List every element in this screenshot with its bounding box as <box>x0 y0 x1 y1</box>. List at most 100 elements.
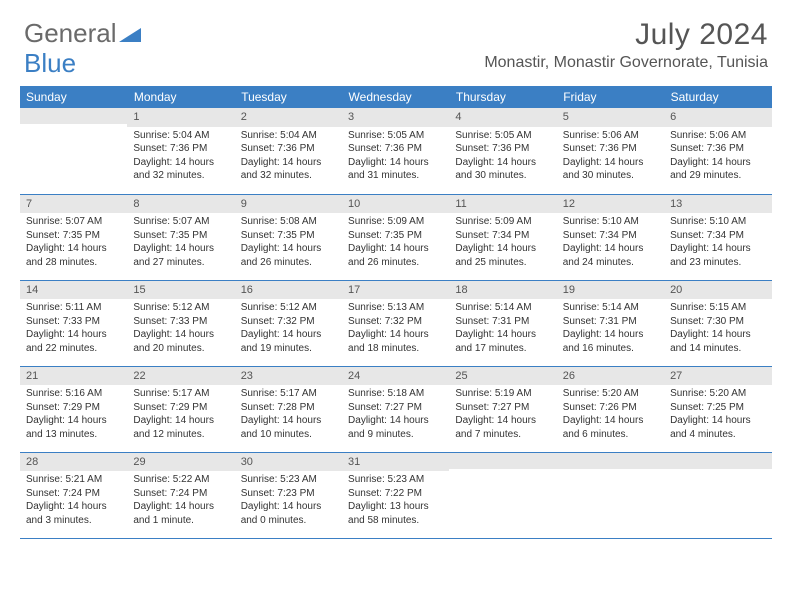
sunrise-text: Sunrise: 5:14 AM <box>563 301 658 315</box>
day-number: 4 <box>449 108 556 127</box>
sunrise-text: Sunrise: 5:19 AM <box>455 387 550 401</box>
day-number: 12 <box>557 195 664 214</box>
day-details: Sunrise: 5:06 AMSunset: 7:36 PMDaylight:… <box>664 127 771 187</box>
daylight-text: Daylight: 14 hours and 31 minutes. <box>348 156 443 183</box>
day-details: Sunrise: 5:04 AMSunset: 7:36 PMDaylight:… <box>235 127 342 187</box>
sunset-text: Sunset: 7:33 PM <box>26 315 121 329</box>
calendar-day-cell: 17Sunrise: 5:13 AMSunset: 7:32 PMDayligh… <box>342 280 449 366</box>
sunset-text: Sunset: 7:36 PM <box>563 142 658 156</box>
day-details <box>20 124 127 130</box>
daylight-text: Daylight: 14 hours and 25 minutes. <box>455 242 550 269</box>
calendar-day-cell: 2Sunrise: 5:04 AMSunset: 7:36 PMDaylight… <box>235 108 342 194</box>
day-number: 15 <box>127 281 234 300</box>
daylight-text: Daylight: 14 hours and 4 minutes. <box>670 414 765 441</box>
day-number: 31 <box>342 453 449 472</box>
sunrise-text: Sunrise: 5:20 AM <box>670 387 765 401</box>
daylight-text: Daylight: 14 hours and 22 minutes. <box>26 328 121 355</box>
sunset-text: Sunset: 7:30 PM <box>670 315 765 329</box>
calendar-day-cell: 4Sunrise: 5:05 AMSunset: 7:36 PMDaylight… <box>449 108 556 194</box>
day-number: 13 <box>664 195 771 214</box>
day-number: 26 <box>557 367 664 386</box>
weekday-header: Monday <box>127 86 234 108</box>
daylight-text: Daylight: 14 hours and 1 minute. <box>133 500 228 527</box>
daylight-text: Daylight: 14 hours and 26 minutes. <box>348 242 443 269</box>
daylight-text: Daylight: 14 hours and 6 minutes. <box>563 414 658 441</box>
calendar-empty-cell <box>20 108 127 194</box>
calendar-day-cell: 12Sunrise: 5:10 AMSunset: 7:34 PMDayligh… <box>557 194 664 280</box>
sunset-text: Sunset: 7:36 PM <box>455 142 550 156</box>
calendar-day-cell: 25Sunrise: 5:19 AMSunset: 7:27 PMDayligh… <box>449 366 556 452</box>
day-number: 22 <box>127 367 234 386</box>
day-details: Sunrise: 5:22 AMSunset: 7:24 PMDaylight:… <box>127 471 234 531</box>
title-block: July 2024 Monastir, Monastir Governorate… <box>484 18 768 72</box>
day-details: Sunrise: 5:08 AMSunset: 7:35 PMDaylight:… <box>235 213 342 273</box>
day-number <box>449 453 556 469</box>
sunrise-text: Sunrise: 5:09 AM <box>348 215 443 229</box>
daylight-text: Daylight: 14 hours and 14 minutes. <box>670 328 765 355</box>
day-number: 10 <box>342 195 449 214</box>
daylight-text: Daylight: 14 hours and 17 minutes. <box>455 328 550 355</box>
calendar-body: 1Sunrise: 5:04 AMSunset: 7:36 PMDaylight… <box>20 108 772 538</box>
calendar-table: SundayMondayTuesdayWednesdayThursdayFrid… <box>20 86 772 539</box>
day-number <box>664 453 771 469</box>
sunrise-text: Sunrise: 5:09 AM <box>455 215 550 229</box>
sunset-text: Sunset: 7:35 PM <box>241 229 336 243</box>
calendar-day-cell: 14Sunrise: 5:11 AMSunset: 7:33 PMDayligh… <box>20 280 127 366</box>
sunset-text: Sunset: 7:26 PM <box>563 401 658 415</box>
weekday-header: Thursday <box>449 86 556 108</box>
day-number: 25 <box>449 367 556 386</box>
day-details <box>449 469 556 475</box>
daylight-text: Daylight: 14 hours and 12 minutes. <box>133 414 228 441</box>
day-details: Sunrise: 5:09 AMSunset: 7:35 PMDaylight:… <box>342 213 449 273</box>
daylight-text: Daylight: 14 hours and 32 minutes. <box>133 156 228 183</box>
weekday-header: Friday <box>557 86 664 108</box>
day-number: 6 <box>664 108 771 127</box>
sunrise-text: Sunrise: 5:12 AM <box>241 301 336 315</box>
daylight-text: Daylight: 14 hours and 0 minutes. <box>241 500 336 527</box>
day-details: Sunrise: 5:20 AMSunset: 7:26 PMDaylight:… <box>557 385 664 445</box>
sunrise-text: Sunrise: 5:05 AM <box>348 129 443 143</box>
daylight-text: Daylight: 14 hours and 13 minutes. <box>26 414 121 441</box>
calendar-day-cell: 1Sunrise: 5:04 AMSunset: 7:36 PMDaylight… <box>127 108 234 194</box>
day-details: Sunrise: 5:09 AMSunset: 7:34 PMDaylight:… <box>449 213 556 273</box>
day-details: Sunrise: 5:23 AMSunset: 7:22 PMDaylight:… <box>342 471 449 531</box>
calendar-header-row: SundayMondayTuesdayWednesdayThursdayFrid… <box>20 86 772 108</box>
day-details: Sunrise: 5:04 AMSunset: 7:36 PMDaylight:… <box>127 127 234 187</box>
day-details: Sunrise: 5:12 AMSunset: 7:32 PMDaylight:… <box>235 299 342 359</box>
month-year: July 2024 <box>484 18 768 52</box>
sunrise-text: Sunrise: 5:21 AM <box>26 473 121 487</box>
calendar-empty-cell <box>449 452 556 538</box>
day-details: Sunrise: 5:07 AMSunset: 7:35 PMDaylight:… <box>127 213 234 273</box>
day-details: Sunrise: 5:19 AMSunset: 7:27 PMDaylight:… <box>449 385 556 445</box>
calendar-week-row: 1Sunrise: 5:04 AMSunset: 7:36 PMDaylight… <box>20 108 772 194</box>
daylight-text: Daylight: 14 hours and 20 minutes. <box>133 328 228 355</box>
daylight-text: Daylight: 14 hours and 24 minutes. <box>563 242 658 269</box>
day-number: 7 <box>20 195 127 214</box>
day-details: Sunrise: 5:21 AMSunset: 7:24 PMDaylight:… <box>20 471 127 531</box>
day-details: Sunrise: 5:10 AMSunset: 7:34 PMDaylight:… <box>557 213 664 273</box>
calendar-day-cell: 5Sunrise: 5:06 AMSunset: 7:36 PMDaylight… <box>557 108 664 194</box>
sunrise-text: Sunrise: 5:08 AM <box>241 215 336 229</box>
calendar-day-cell: 7Sunrise: 5:07 AMSunset: 7:35 PMDaylight… <box>20 194 127 280</box>
sunrise-text: Sunrise: 5:23 AM <box>348 473 443 487</box>
calendar-day-cell: 3Sunrise: 5:05 AMSunset: 7:36 PMDaylight… <box>342 108 449 194</box>
logo-triangle-icon <box>119 24 141 42</box>
day-number: 30 <box>235 453 342 472</box>
day-number: 20 <box>664 281 771 300</box>
sunrise-text: Sunrise: 5:17 AM <box>241 387 336 401</box>
calendar-day-cell: 19Sunrise: 5:14 AMSunset: 7:31 PMDayligh… <box>557 280 664 366</box>
day-details <box>664 469 771 475</box>
day-number: 17 <box>342 281 449 300</box>
day-number: 11 <box>449 195 556 214</box>
sunrise-text: Sunrise: 5:06 AM <box>670 129 765 143</box>
day-details: Sunrise: 5:23 AMSunset: 7:23 PMDaylight:… <box>235 471 342 531</box>
sunrise-text: Sunrise: 5:05 AM <box>455 129 550 143</box>
day-details: Sunrise: 5:17 AMSunset: 7:29 PMDaylight:… <box>127 385 234 445</box>
sunset-text: Sunset: 7:36 PM <box>670 142 765 156</box>
calendar-day-cell: 8Sunrise: 5:07 AMSunset: 7:35 PMDaylight… <box>127 194 234 280</box>
header: General July 2024 Monastir, Monastir Gov… <box>0 0 792 80</box>
calendar-day-cell: 23Sunrise: 5:17 AMSunset: 7:28 PMDayligh… <box>235 366 342 452</box>
sunset-text: Sunset: 7:24 PM <box>133 487 228 501</box>
weekday-header: Saturday <box>664 86 771 108</box>
daylight-text: Daylight: 14 hours and 27 minutes. <box>133 242 228 269</box>
